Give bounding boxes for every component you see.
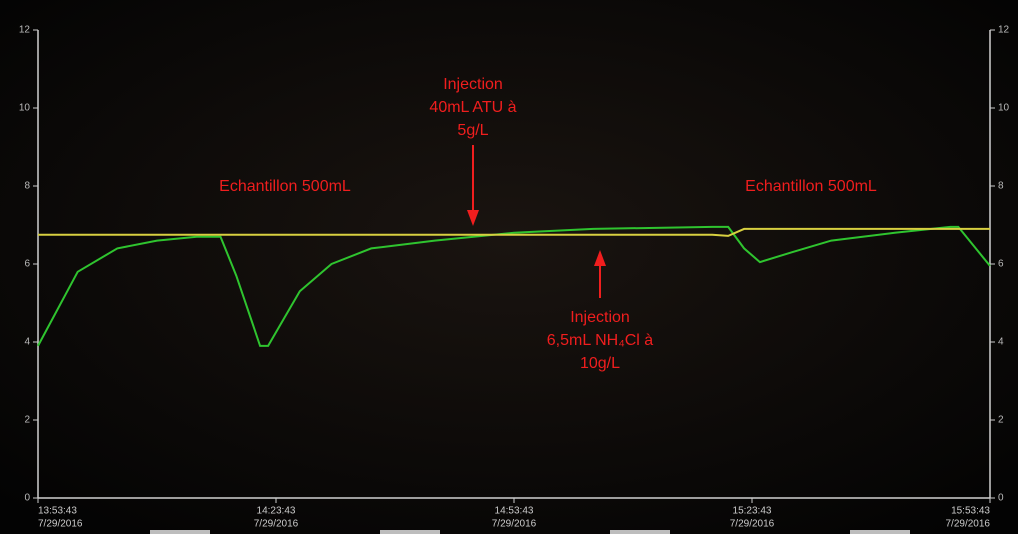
y-tick-label: 0 [24,493,30,504]
y2-tick-label: 12 [998,25,1010,36]
y-tick-label: 2 [24,415,30,426]
y2-tick-label: 0 [998,493,1004,504]
annotation: 10g/L [580,355,620,372]
y2-tick-label: 6 [998,259,1004,270]
y-tick-label: 6 [24,259,30,270]
y-tick-label: 12 [19,25,31,36]
x-tick-date: 7/29/2016 [730,519,775,530]
x-tick-date: 7/29/2016 [38,519,83,530]
annotation: 40mL ATU à [429,99,516,116]
y2-tick-label: 2 [998,415,1004,426]
annotation: 6,5mL NH₄Cl à [547,332,654,349]
screen-background [0,0,1018,534]
x-tick-label: 14:23:43 [257,506,296,517]
x-tick-date: 7/29/2016 [254,519,299,530]
x-tick-label: 13:53:43 [38,506,77,517]
y-tick-label: 8 [24,181,30,192]
y2-tick-label: 4 [998,337,1004,348]
y-tick-label: 10 [19,103,31,114]
x-tick-label: 15:53:43 [951,506,990,517]
annotation: Injection [443,76,503,93]
y-tick-label: 4 [24,337,30,348]
y2-tick-label: 8 [998,181,1004,192]
x-tick-label: 14:53:43 [495,506,534,517]
chart: 0 2 4 6 8 10 12 0 2 4 6 8 10 12 13:53:43 7/29/2016 14:23… [0,0,1018,534]
x-tick-date: 7/29/2016 [946,519,991,530]
x-tick-date: 7/29/2016 [492,519,537,530]
annotation: 5g/L [457,122,488,139]
x-tick-label: 15:23:43 [733,506,772,517]
y2-tick-label: 10 [998,103,1010,114]
annotation: Echantillon 500mL [219,178,351,195]
annotation: Injection [570,309,630,326]
annotation: Echantillon 500mL [745,178,877,195]
